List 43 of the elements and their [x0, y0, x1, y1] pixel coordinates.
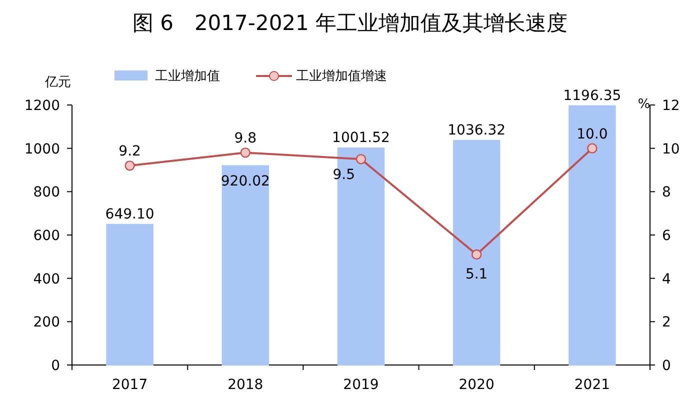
y2-tick-label: 10: [662, 141, 680, 158]
bar: [106, 224, 154, 366]
data-label: 920.02: [220, 174, 270, 190]
data-label: 1196.35: [563, 88, 622, 104]
point: [124, 160, 135, 171]
x-tick-label: 2017: [112, 377, 148, 393]
y-axis-title: 亿元: [44, 75, 71, 90]
point: [472, 249, 482, 260]
y-tick-label: 200: [33, 314, 60, 331]
bar: [568, 105, 616, 366]
x-tick-label: 2021: [574, 377, 610, 393]
data-label: 10.0: [576, 126, 608, 142]
x-tick-label: 2020: [458, 377, 494, 393]
legend-label: 工业增加值增速: [296, 69, 387, 84]
data-label: 1001.52: [332, 130, 390, 146]
y-tick-label: 800: [33, 184, 60, 201]
data-label: 9.8: [234, 130, 257, 147]
y-tick-label: 1200: [24, 98, 60, 114]
bar: [222, 165, 270, 366]
data-label: 649.10: [105, 206, 154, 222]
data-label: 9.5: [332, 167, 355, 184]
point: [240, 148, 250, 158]
y2-tick-label: 4: [662, 271, 671, 288]
y2-tick-label: 8: [662, 184, 671, 201]
y2-axis-title: %: [638, 97, 650, 112]
data-label: 1036.32: [448, 122, 506, 138]
bar: [452, 140, 500, 366]
y-tick-label: 0: [51, 358, 60, 374]
y2-tick-label: 0: [662, 358, 671, 374]
data-label: 9.2: [118, 144, 141, 160]
data-label: 5.1: [465, 266, 488, 282]
y2-tick-label: 12: [662, 98, 680, 114]
y-tick-label: 600: [33, 228, 60, 244]
y2-tick-label: 6: [662, 228, 671, 244]
x-tick-label: 2019: [343, 377, 379, 393]
y-tick-label: 1000: [24, 141, 60, 158]
y-tick-label: 400: [33, 271, 60, 288]
y2-tick-label: 2: [662, 314, 671, 331]
point: [587, 143, 598, 154]
chart-title: 图 6 2017-2021 年工业增加值及其增长速度: [132, 11, 568, 35]
point: [356, 154, 366, 164]
legend-label: 工业增加值: [155, 69, 220, 84]
x-tick-label: 2018: [228, 377, 264, 393]
